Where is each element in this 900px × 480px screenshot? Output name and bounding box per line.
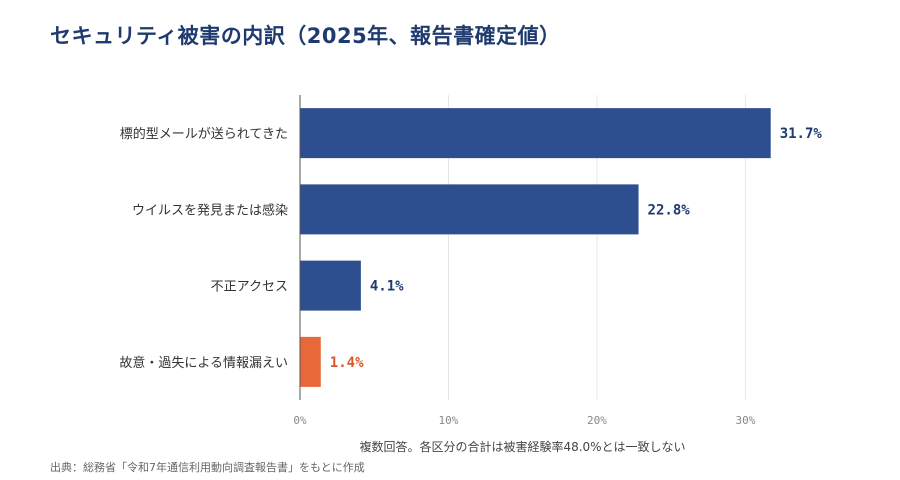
data-label: 1.4% xyxy=(330,355,364,371)
x-axis-label: 複数回答。各区分の合計は被害経験率48.0%とは一致しない xyxy=(359,440,686,454)
labels: 0% 10% 20% 30% 標的型メールが送られてきた 31.7% ウイルスを発見または感… xyxy=(119,126,822,427)
bar xyxy=(300,336,321,387)
x-tick-label: 0% xyxy=(293,414,307,427)
bar-chart: 0% 10% 20% 30% 標的型メールが送られてきた 31.7% ウイルスを発見または感… xyxy=(119,95,822,427)
data-label: 4.1% xyxy=(370,279,404,295)
bars xyxy=(300,108,771,387)
x-tick-label: 10% xyxy=(439,414,459,427)
data-label: 22.8% xyxy=(648,202,691,218)
category-label: 故意・過失による情報漏えい xyxy=(119,355,288,371)
bar xyxy=(300,108,771,159)
source-note: 出典：総務省「令和7年通信利用動向調査報告書」をもとに作成 xyxy=(50,461,365,474)
chart-title: セキュリティ被害の内訳（2025年、報告書確定値） xyxy=(50,24,561,48)
x-tick-label: 30% xyxy=(736,414,756,427)
bar xyxy=(300,184,639,235)
data-label: 31.7% xyxy=(780,126,823,142)
bar xyxy=(300,260,361,311)
category-label: 標的型メールが送られてきた xyxy=(120,126,288,142)
category-label: 不正アクセス xyxy=(211,280,288,295)
category-label: ウイルスを発見または感染 xyxy=(132,202,288,218)
x-tick-label: 20% xyxy=(587,414,607,427)
